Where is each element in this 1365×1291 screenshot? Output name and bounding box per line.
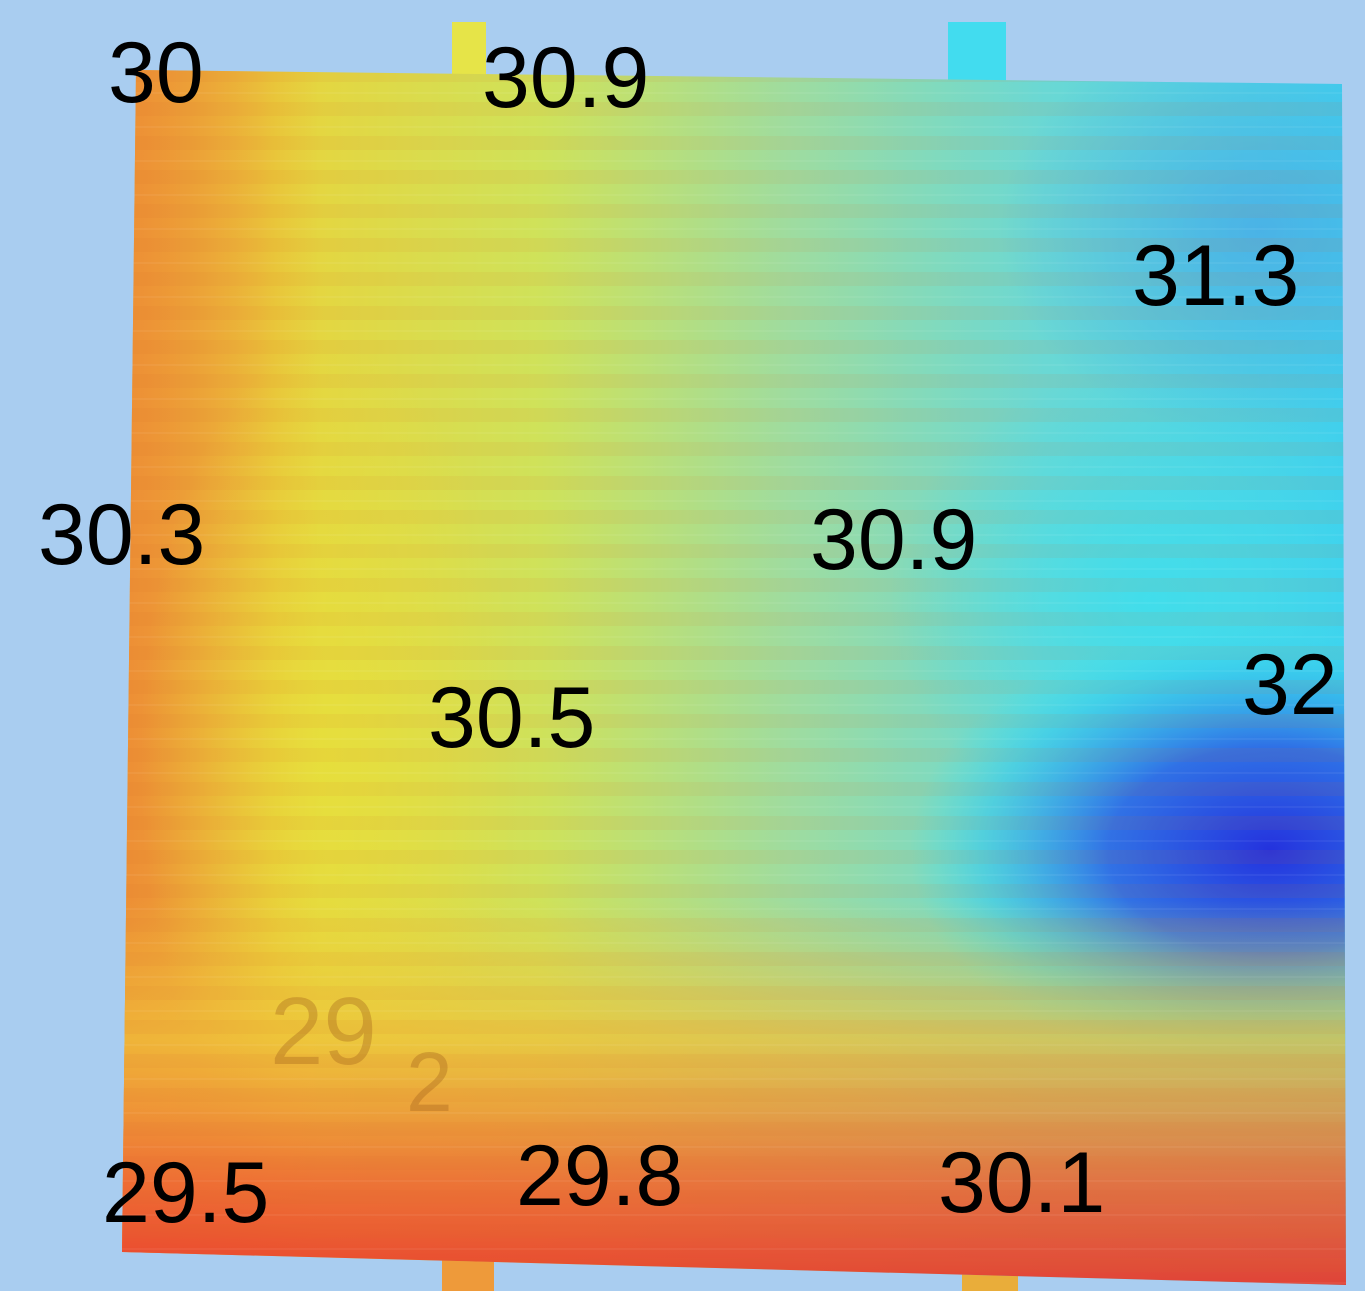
faint-depth-label: 29	[270, 978, 377, 1085]
depth-label: 30.3	[38, 487, 206, 583]
survey-tab	[452, 22, 486, 82]
depth-label: 30.9	[482, 30, 650, 126]
depth-label: 30.9	[810, 492, 978, 588]
depth-label: 29.5	[102, 1145, 270, 1241]
depth-label: 30	[108, 25, 204, 121]
depth-label: 29.8	[516, 1128, 684, 1224]
survey-tab	[948, 22, 1006, 84]
depth-label: 32	[1242, 637, 1338, 733]
faint-depth-subscript: 2	[406, 1035, 453, 1129]
depth-label: 31.3	[1132, 228, 1300, 324]
depth-label: 30.1	[938, 1135, 1106, 1231]
depth-surface	[122, 70, 1346, 1285]
depth-label: 30.5	[428, 670, 596, 766]
